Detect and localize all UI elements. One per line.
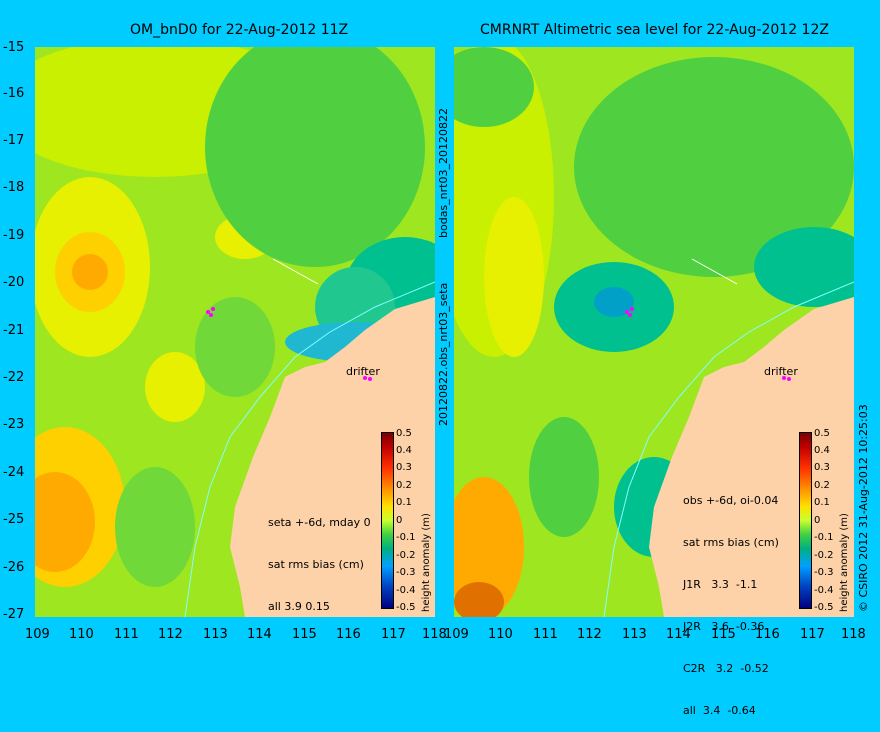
x-tick: 109	[444, 627, 469, 642]
colorbar-tick: -0.3	[396, 567, 416, 578]
x-tick: 112	[577, 627, 602, 642]
colorbar-tick: -0.4	[396, 585, 416, 596]
colorbar-tick: -0.5	[814, 602, 834, 613]
y-tick: -27	[3, 607, 25, 622]
colorbar-tick: -0.2	[814, 550, 834, 561]
y-tick: -19	[3, 228, 25, 243]
colorbar-tick: 0	[396, 515, 403, 526]
legend-line: J2R 3.6 -0.36	[683, 620, 765, 633]
legend-line: sat rms bias (cm)	[268, 558, 364, 571]
x-tick: 111	[114, 627, 139, 642]
legend-line: obs +-6d, oi-0.04	[683, 494, 779, 507]
y-tick: -22	[3, 370, 25, 385]
colorbar-tick: -0.3	[814, 567, 834, 578]
colorbar-label: height anomaly (m)	[839, 513, 850, 612]
x-tick: 114	[247, 627, 272, 642]
x-tick: 110	[488, 627, 513, 642]
colorbar-tick: -0.5	[396, 602, 416, 613]
x-tick: 116	[755, 627, 780, 642]
right-panel-title: CMRNRT Altimetric sea level for 22-Aug-2…	[480, 22, 829, 38]
x-tick: 117	[381, 627, 406, 642]
legend-line: sat rms bias (cm)	[683, 536, 779, 549]
left-map-image	[35, 47, 435, 617]
y-tick: -24	[3, 465, 25, 480]
colorbar-tick: 0.2	[396, 480, 412, 491]
colorbar-tick: 0.1	[814, 497, 830, 508]
drifter-label: drifter	[346, 365, 380, 378]
colorbar-tick: 0.2	[814, 480, 830, 491]
x-tick: 118	[841, 627, 866, 642]
x-tick: 111	[533, 627, 558, 642]
legend-line: C2R 3.2 -0.52	[683, 662, 769, 675]
x-tick: 109	[25, 627, 50, 642]
colorbar-tick: 0.3	[396, 462, 412, 473]
colorbar-tick: 0.5	[814, 428, 830, 439]
colorbar-tick: 0	[814, 515, 821, 526]
right-legend: obs +-6d, oi-0.04 sat rms bias (cm) J1R …	[683, 466, 779, 732]
y-tick: -23	[3, 417, 25, 432]
right-map-image	[454, 47, 854, 617]
x-tick: 113	[622, 627, 647, 642]
left-map	[35, 47, 435, 617]
y-tick: -17	[3, 133, 25, 148]
legend-line: all 3.9 0.15	[268, 600, 330, 613]
y-tick: -25	[3, 512, 25, 527]
side-label-bottom: 20120822.obs_nrt03_seta	[437, 282, 450, 426]
colorbar-tick: 0.4	[396, 445, 412, 456]
y-tick: -16	[3, 86, 25, 101]
right-map	[454, 47, 854, 617]
y-tick: -26	[3, 560, 25, 575]
legend-line: J1R 3.3 -1.1	[683, 578, 758, 591]
y-tick: -15	[3, 40, 25, 55]
colorbar-tick: -0.1	[396, 532, 416, 543]
drifter-label: drifter	[764, 365, 798, 378]
x-tick: 114	[666, 627, 691, 642]
x-tick: 115	[292, 627, 317, 642]
copyright-label: © CSIRO 2012 31-Aug-2012 10:25:03	[857, 404, 870, 612]
y-tick: -18	[3, 180, 25, 195]
colorbar-tick: 0.5	[396, 428, 412, 439]
y-tick: -20	[3, 275, 25, 290]
x-tick: 113	[203, 627, 228, 642]
colorbar-tick: -0.1	[814, 532, 834, 543]
y-tick: -21	[3, 323, 25, 338]
left-legend: seta +-6d, mday 0 sat rms bias (cm) all …	[268, 488, 371, 628]
colorbar-label: height anomaly (m)	[421, 513, 432, 612]
left-colorbar	[381, 432, 394, 609]
colorbar-tick: -0.4	[814, 585, 834, 596]
x-tick: 110	[69, 627, 94, 642]
legend-line: all 3.4 -0.64	[683, 704, 756, 717]
colorbar-tick: 0.4	[814, 445, 830, 456]
x-tick: 115	[711, 627, 736, 642]
x-tick: 118	[422, 627, 447, 642]
right-colorbar	[799, 432, 812, 609]
colorbar-tick: -0.2	[396, 550, 416, 561]
colorbar-tick: 0.3	[814, 462, 830, 473]
side-label-top: bodas_nrt03_20120822	[437, 108, 450, 238]
x-tick: 112	[158, 627, 183, 642]
colorbar-tick: 0.1	[396, 497, 412, 508]
left-panel-title: OM_bnD0 for 22-Aug-2012 11Z	[130, 22, 349, 38]
x-tick: 117	[800, 627, 825, 642]
legend-line: seta +-6d, mday 0	[268, 516, 371, 529]
x-tick: 116	[336, 627, 361, 642]
